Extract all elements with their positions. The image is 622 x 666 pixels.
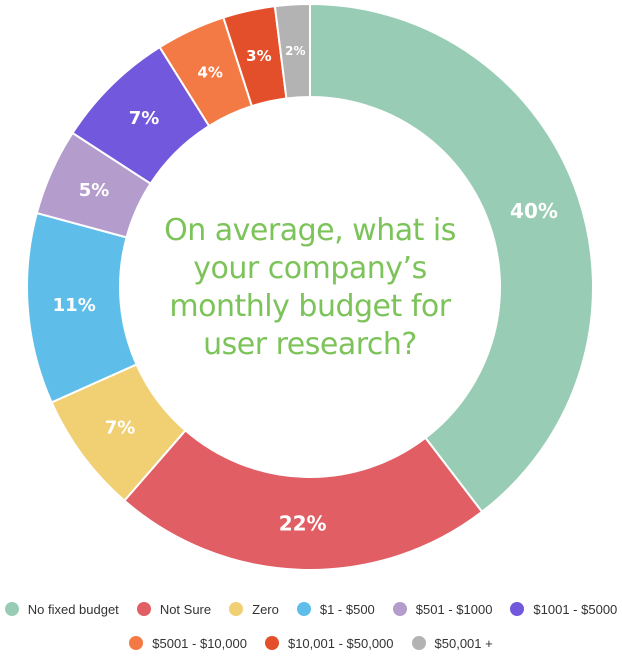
legend-label: $1001 - $5000: [533, 601, 618, 617]
slice-label-501-1000: 5%: [79, 180, 110, 201]
legend-row: No fixed budget Not Sure Zero $1 - $500 $501…: [0, 598, 622, 620]
legend-swatch: [4, 602, 19, 616]
legend-item-1-500: $1 - $500: [296, 601, 375, 617]
legend-swatch: [264, 636, 279, 650]
legend-swatch: [296, 602, 311, 616]
chart-legend: No fixed budget Not Sure Zero $1 - $500 $501…: [0, 598, 622, 666]
slice-label-50-001: 2%: [285, 44, 305, 58]
legend-swatch: [229, 602, 244, 616]
legend-label: $501 - $1000: [415, 601, 493, 617]
slice-not-sure: [122, 429, 484, 571]
slice-label-1001-5000: 7%: [129, 108, 160, 129]
legend-swatch: [129, 636, 144, 650]
slice-label-no-fixed-budget: 40%: [510, 199, 558, 223]
legend-swatch: [411, 636, 426, 650]
legend-label: Zero: [252, 601, 279, 617]
legend-swatch: [510, 602, 525, 616]
legend-item-5001-10-000: $5001 - $10,000: [129, 636, 247, 651]
legend-item-10-001-50-000: $10,001 - $50,000: [264, 635, 394, 651]
legend-row: $5001 - $10,000 $10,001 - $50,000 $50,001 …: [0, 632, 622, 654]
legend-swatch: [136, 602, 151, 616]
legend-swatch: [392, 602, 407, 616]
legend-item-1001-5000: $1001 - $5000: [510, 602, 617, 617]
legend-label: $5001 - $10,000: [152, 635, 247, 651]
legend-label: No fixed budget: [27, 601, 119, 617]
legend-item-50-001: $50,001 +: [411, 635, 493, 651]
chart-title: On average, what is your company’s month…: [164, 213, 456, 362]
slice-label-5001-10-000: 4%: [198, 64, 223, 82]
slice-label-1-500: 11%: [53, 295, 96, 316]
legend-label: $10,001 - $50,000: [287, 635, 394, 651]
legend-item-501-1000: $501 - $1000: [392, 601, 493, 617]
legend-label: $1 - $500: [319, 601, 375, 617]
legend-label: Not Sure: [159, 601, 212, 617]
legend-item-not-sure: Not Sure: [136, 601, 212, 617]
slice-50-001: [273, 2, 311, 100]
slice-no-fixed-budget: [309, 2, 594, 514]
slice-label-not-sure: 22%: [279, 511, 327, 535]
legend-item-zero: Zero: [229, 602, 279, 617]
slice-label-10-001-50-000: 3%: [246, 47, 271, 65]
legend-label: $50,001 +: [434, 635, 493, 651]
legend-item-no-fixed-budget: No fixed budget: [4, 601, 119, 617]
slice-label-zero: 7%: [105, 417, 136, 438]
